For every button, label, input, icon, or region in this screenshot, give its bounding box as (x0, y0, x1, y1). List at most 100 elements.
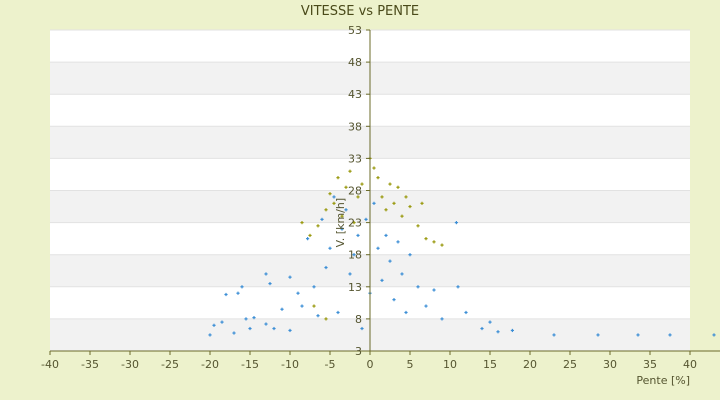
x-tick-label: -20 (201, 358, 219, 371)
data-point (454, 221, 458, 225)
y-tick-label: 8 (355, 313, 362, 326)
x-tick-label: 40 (683, 358, 697, 371)
data-point (712, 333, 716, 337)
data-point (372, 166, 376, 170)
data-point (332, 201, 336, 205)
data-point (220, 320, 224, 324)
data-point (320, 217, 324, 221)
data-point (376, 246, 380, 250)
data-point (636, 333, 640, 337)
data-point (404, 195, 408, 199)
data-point (348, 272, 352, 276)
y-tick-label: 33 (348, 152, 362, 165)
x-tick-label: 10 (443, 358, 457, 371)
data-point (360, 326, 364, 331)
data-point (324, 265, 328, 270)
data-point (424, 237, 428, 241)
data-point (280, 307, 284, 311)
x-tick-label: -15 (241, 358, 259, 371)
data-point (480, 326, 484, 331)
data-point (344, 185, 348, 189)
data-point (388, 182, 392, 186)
data-point (272, 326, 276, 331)
data-point (400, 214, 404, 218)
data-point (552, 333, 556, 337)
data-point (376, 176, 380, 180)
data-point (400, 272, 404, 276)
data-point (236, 291, 240, 295)
data-point (440, 243, 444, 247)
data-point (356, 195, 360, 199)
data-point (364, 217, 368, 221)
data-point (432, 288, 436, 292)
data-point (336, 310, 340, 315)
x-axis-title: Pente [%] (636, 374, 690, 387)
data-points (208, 156, 716, 337)
data-point (464, 310, 468, 315)
data-point (344, 208, 348, 212)
data-point (596, 333, 600, 337)
data-point (312, 285, 316, 289)
data-point (396, 185, 400, 189)
data-point (408, 253, 412, 257)
data-point (324, 317, 328, 321)
data-point (396, 240, 400, 244)
data-point (408, 204, 412, 209)
data-point (420, 201, 424, 205)
data-point (372, 201, 376, 205)
x-tick-label: 35 (643, 358, 657, 371)
data-point (288, 275, 292, 279)
data-point (248, 326, 252, 331)
data-point (312, 304, 316, 308)
data-point (496, 330, 500, 334)
data-point (316, 314, 320, 318)
x-tick-label: 5 (407, 358, 414, 371)
data-point (316, 224, 320, 228)
data-point (488, 320, 492, 324)
y-tick-label: 53 (348, 24, 362, 37)
data-point (384, 233, 388, 238)
data-point (208, 333, 212, 337)
x-tick-label: -10 (281, 358, 299, 371)
x-tick-label: -35 (81, 358, 99, 371)
data-point (224, 292, 228, 297)
data-point (348, 169, 352, 173)
x-tick-label: -40 (41, 358, 59, 371)
data-point (240, 285, 244, 289)
data-point (340, 227, 344, 231)
data-point (288, 328, 292, 333)
x-tick-label: -25 (161, 358, 179, 371)
data-point (510, 328, 514, 333)
y-tick-label: 18 (348, 249, 362, 262)
data-point (244, 317, 248, 321)
y-tick-label: 13 (348, 281, 362, 294)
y-tick-label: 23 (348, 217, 362, 230)
y-tick-label: 38 (348, 120, 362, 133)
data-point (300, 304, 304, 308)
y-axis-title: V. [km/h] (334, 198, 347, 247)
data-point (300, 221, 304, 225)
data-point (392, 298, 396, 302)
data-point (336, 176, 340, 180)
data-point (296, 291, 300, 295)
data-point (306, 237, 310, 241)
data-point (328, 192, 332, 196)
data-point (404, 310, 408, 315)
data-point (380, 195, 384, 199)
data-point (392, 201, 396, 205)
axes (49, 29, 720, 355)
data-point (212, 323, 216, 327)
data-point (416, 224, 420, 228)
data-point (264, 322, 268, 326)
x-tick-label: 20 (523, 358, 537, 371)
data-point (424, 304, 428, 308)
data-point (252, 316, 256, 320)
y-tick-label: 43 (348, 88, 362, 101)
y-tick-label: 48 (348, 56, 362, 69)
data-point (324, 208, 328, 212)
chart-title: VITESSE vs PENTE (301, 4, 419, 19)
data-point (356, 233, 360, 238)
data-point (388, 259, 392, 263)
